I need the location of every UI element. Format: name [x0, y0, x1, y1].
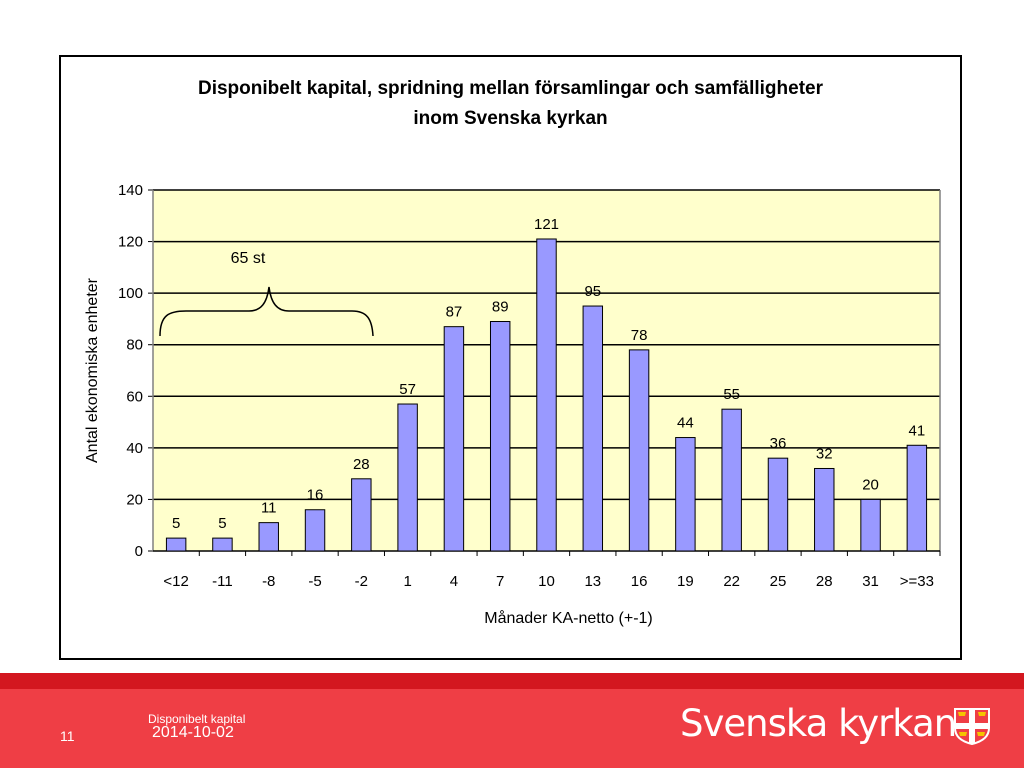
- y-tick-label: 140: [118, 182, 143, 199]
- bar: [628, 349, 650, 552]
- data-label: 41: [909, 422, 926, 439]
- bar: [767, 457, 789, 552]
- y-tick-label: 80: [126, 337, 143, 354]
- data-label: 5: [218, 515, 226, 532]
- y-tick-label: 100: [118, 285, 143, 302]
- x-tick-label: -11: [212, 573, 233, 590]
- data-label: 55: [723, 386, 740, 403]
- bar: [906, 444, 928, 552]
- bar: [860, 498, 881, 552]
- x-tick-label: -8: [262, 573, 275, 590]
- y-tick-label: 40: [126, 440, 143, 457]
- data-label: 11: [261, 500, 277, 517]
- data-label: 89: [492, 299, 509, 316]
- data-label: 44: [677, 415, 694, 432]
- data-label: 36: [770, 435, 787, 452]
- x-tick-label: 16: [631, 573, 648, 590]
- x-tick-label: 31: [862, 573, 879, 590]
- x-tick-label: 25: [770, 573, 787, 590]
- bar: [814, 467, 835, 552]
- x-tick-label: 13: [584, 573, 601, 590]
- bar: [258, 522, 279, 552]
- data-label: 28: [353, 456, 370, 473]
- data-label: 121: [534, 216, 559, 233]
- church-cross-logo-icon: [954, 708, 990, 746]
- chart-title-line-1: Disponibelt kapital, spridning mellan fö…: [197, 78, 823, 99]
- x-tick-label: -5: [308, 573, 321, 590]
- bar: [536, 238, 557, 552]
- data-label: 20: [862, 476, 879, 493]
- x-axis-title: Månader KA-netto (+-1): [484, 609, 653, 627]
- brand-name: Svenska kyrkan: [680, 702, 957, 745]
- footer-stripe: [0, 673, 1024, 689]
- annotation-label: 65 st: [231, 250, 266, 267]
- y-tick-label: 120: [118, 234, 143, 251]
- x-tick-label: 19: [677, 573, 694, 590]
- x-tick-label: 4: [450, 573, 458, 590]
- bar-chart: 0204060801001201405<125-1111-816-528-257…: [84, 182, 941, 627]
- data-label: 95: [584, 283, 601, 300]
- data-label: 32: [816, 445, 833, 462]
- x-tick-label: 28: [816, 573, 833, 590]
- chart-frame: Disponibelt kapital, spridning mellan fö…: [59, 55, 962, 660]
- data-label: 87: [446, 304, 463, 321]
- x-tick-label: <12: [163, 573, 188, 590]
- y-axis-title: Antal ekonomiska enheter: [84, 277, 101, 463]
- bar: [397, 403, 418, 552]
- x-tick-label: 22: [723, 573, 740, 590]
- page-number: 11: [60, 728, 75, 744]
- brace-annotation: [159, 286, 374, 337]
- data-label: 16: [307, 487, 324, 504]
- bar: [304, 509, 326, 552]
- bar: [582, 305, 604, 552]
- x-tick-label: 10: [538, 573, 555, 590]
- bar: [443, 326, 465, 552]
- bar: [675, 437, 696, 552]
- chart-title-line-2: inom Svenska kyrkan: [413, 108, 608, 129]
- footer-subtitle: Disponibelt kapital: [148, 712, 246, 726]
- data-label: 57: [399, 381, 416, 398]
- bar: [212, 537, 233, 552]
- bar: [165, 537, 187, 552]
- bar: [489, 321, 511, 552]
- data-label: 78: [631, 327, 648, 344]
- x-tick-label: 1: [403, 573, 411, 590]
- y-tick-label: 0: [135, 543, 143, 560]
- bar: [351, 478, 372, 552]
- y-tick-label: 60: [126, 388, 143, 405]
- footer-date: 2014-10-02: [152, 724, 234, 741]
- bar: [721, 408, 742, 552]
- x-tick-label: -2: [355, 573, 368, 590]
- x-tick-label: >=33: [900, 573, 934, 590]
- x-tick-label: 7: [496, 573, 504, 590]
- data-label: 5: [172, 515, 180, 532]
- y-tick-label: 20: [126, 491, 143, 508]
